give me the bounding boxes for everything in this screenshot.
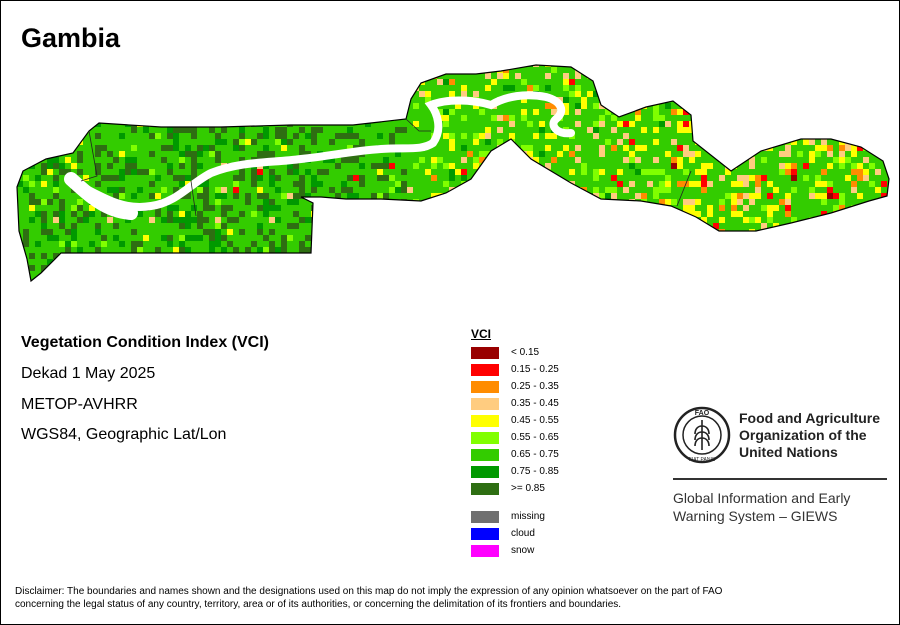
disclaimer: Disclaimer: The boundaries and names sho… bbox=[15, 585, 885, 611]
legend-row: 0.45 - 0.55 bbox=[471, 412, 559, 429]
region-boundary bbox=[676, 170, 692, 207]
disclaimer-line: Disclaimer: The boundaries and names sho… bbox=[15, 586, 723, 597]
region-boundary bbox=[190, 180, 197, 217]
legend-swatch bbox=[471, 482, 499, 495]
org-line: Food and Agriculture bbox=[739, 409, 881, 426]
org-line: United Nations bbox=[739, 443, 838, 460]
legend-swatch bbox=[471, 363, 499, 376]
fao-emblem-icon: FAO FIAT PANIS bbox=[673, 406, 731, 464]
legend-swatch bbox=[471, 510, 499, 523]
legend-swatch bbox=[471, 527, 499, 540]
legend-title: VCI bbox=[471, 327, 492, 341]
legend-swatch bbox=[471, 380, 499, 393]
legend-label: 0.55 - 0.65 bbox=[511, 432, 559, 443]
emblem-text: FAO bbox=[695, 410, 710, 417]
legend-swatch bbox=[471, 431, 499, 444]
legend-swatch bbox=[471, 465, 499, 478]
legend-row: 0.75 - 0.85 bbox=[471, 463, 559, 480]
legend-other: missing cloud snow bbox=[471, 508, 559, 559]
legend-label: missing bbox=[511, 511, 545, 522]
legend-label: cloud bbox=[511, 528, 535, 539]
legend-row: 0.35 - 0.45 bbox=[471, 395, 559, 412]
legend-label: 0.25 - 0.35 bbox=[511, 381, 559, 392]
legend-swatch bbox=[471, 414, 499, 427]
legend-label: 0.15 - 0.25 bbox=[511, 364, 559, 375]
legend-swatch bbox=[471, 544, 499, 557]
info-sensor: METOP-AVHRR bbox=[21, 396, 138, 413]
legend-row: missing bbox=[471, 508, 559, 525]
giews-line: Warning System – GIEWS bbox=[673, 508, 838, 524]
legend-label: 0.35 - 0.45 bbox=[511, 398, 559, 409]
river-estuary bbox=[64, 172, 138, 220]
info-projection: WGS84, Geographic Lat/Lon bbox=[21, 426, 227, 443]
legend-label: 0.45 - 0.55 bbox=[511, 415, 559, 426]
vci-legend: VCI < 0.15 0.15 - 0.25 0.25 - 0.35 0.35 - 0… bbox=[471, 327, 559, 559]
info-dekad: Dekad 1 May 2025 bbox=[21, 365, 156, 382]
legend-row: 0.25 - 0.35 bbox=[471, 378, 559, 395]
legend-swatch bbox=[471, 448, 499, 461]
river-gambia bbox=[67, 91, 575, 211]
giews-line: Global Information and Early bbox=[673, 490, 851, 506]
legend-label: >= 0.85 bbox=[511, 483, 545, 494]
legend-swatch bbox=[471, 397, 499, 410]
legend-row: 0.55 - 0.65 bbox=[471, 429, 559, 446]
legend-row: < 0.15 bbox=[471, 344, 559, 361]
disclaimer-line: concerning the legal status of any count… bbox=[15, 599, 622, 610]
legend-label: 0.65 - 0.75 bbox=[511, 449, 559, 460]
region-boundary bbox=[405, 118, 431, 132]
legend-row: snow bbox=[471, 542, 559, 559]
info-title: Vegetation Condition Index (VCI) bbox=[21, 334, 269, 351]
map-title: Gambia bbox=[21, 23, 121, 53]
giews-name: Global Information and Early Warning Sys… bbox=[673, 489, 889, 525]
legend-row: cloud bbox=[471, 525, 559, 542]
logo-divider bbox=[673, 478, 887, 480]
legend-label: snow bbox=[511, 545, 535, 556]
legend-swatch bbox=[471, 346, 499, 359]
gambia-vci-map bbox=[16, 64, 890, 282]
org-line: Organization of the bbox=[739, 426, 867, 443]
legend-row: >= 0.85 bbox=[471, 480, 559, 497]
emblem-motto: FIAT PANIS bbox=[689, 457, 716, 463]
legend-classes: < 0.15 0.15 - 0.25 0.25 - 0.35 0.35 - 0.45 0… bbox=[471, 344, 559, 497]
fao-logo: FAO FIAT PANIS Food and Agriculture Orga… bbox=[673, 406, 889, 525]
legend-label: < 0.15 bbox=[511, 347, 540, 358]
legend-label: 0.75 - 0.85 bbox=[511, 466, 559, 477]
legend-row: 0.65 - 0.75 bbox=[471, 446, 559, 463]
legend-row: 0.15 - 0.25 bbox=[471, 361, 559, 378]
region-boundary bbox=[80, 130, 98, 182]
org-name: Food and Agriculture Organization of the… bbox=[739, 410, 880, 461]
